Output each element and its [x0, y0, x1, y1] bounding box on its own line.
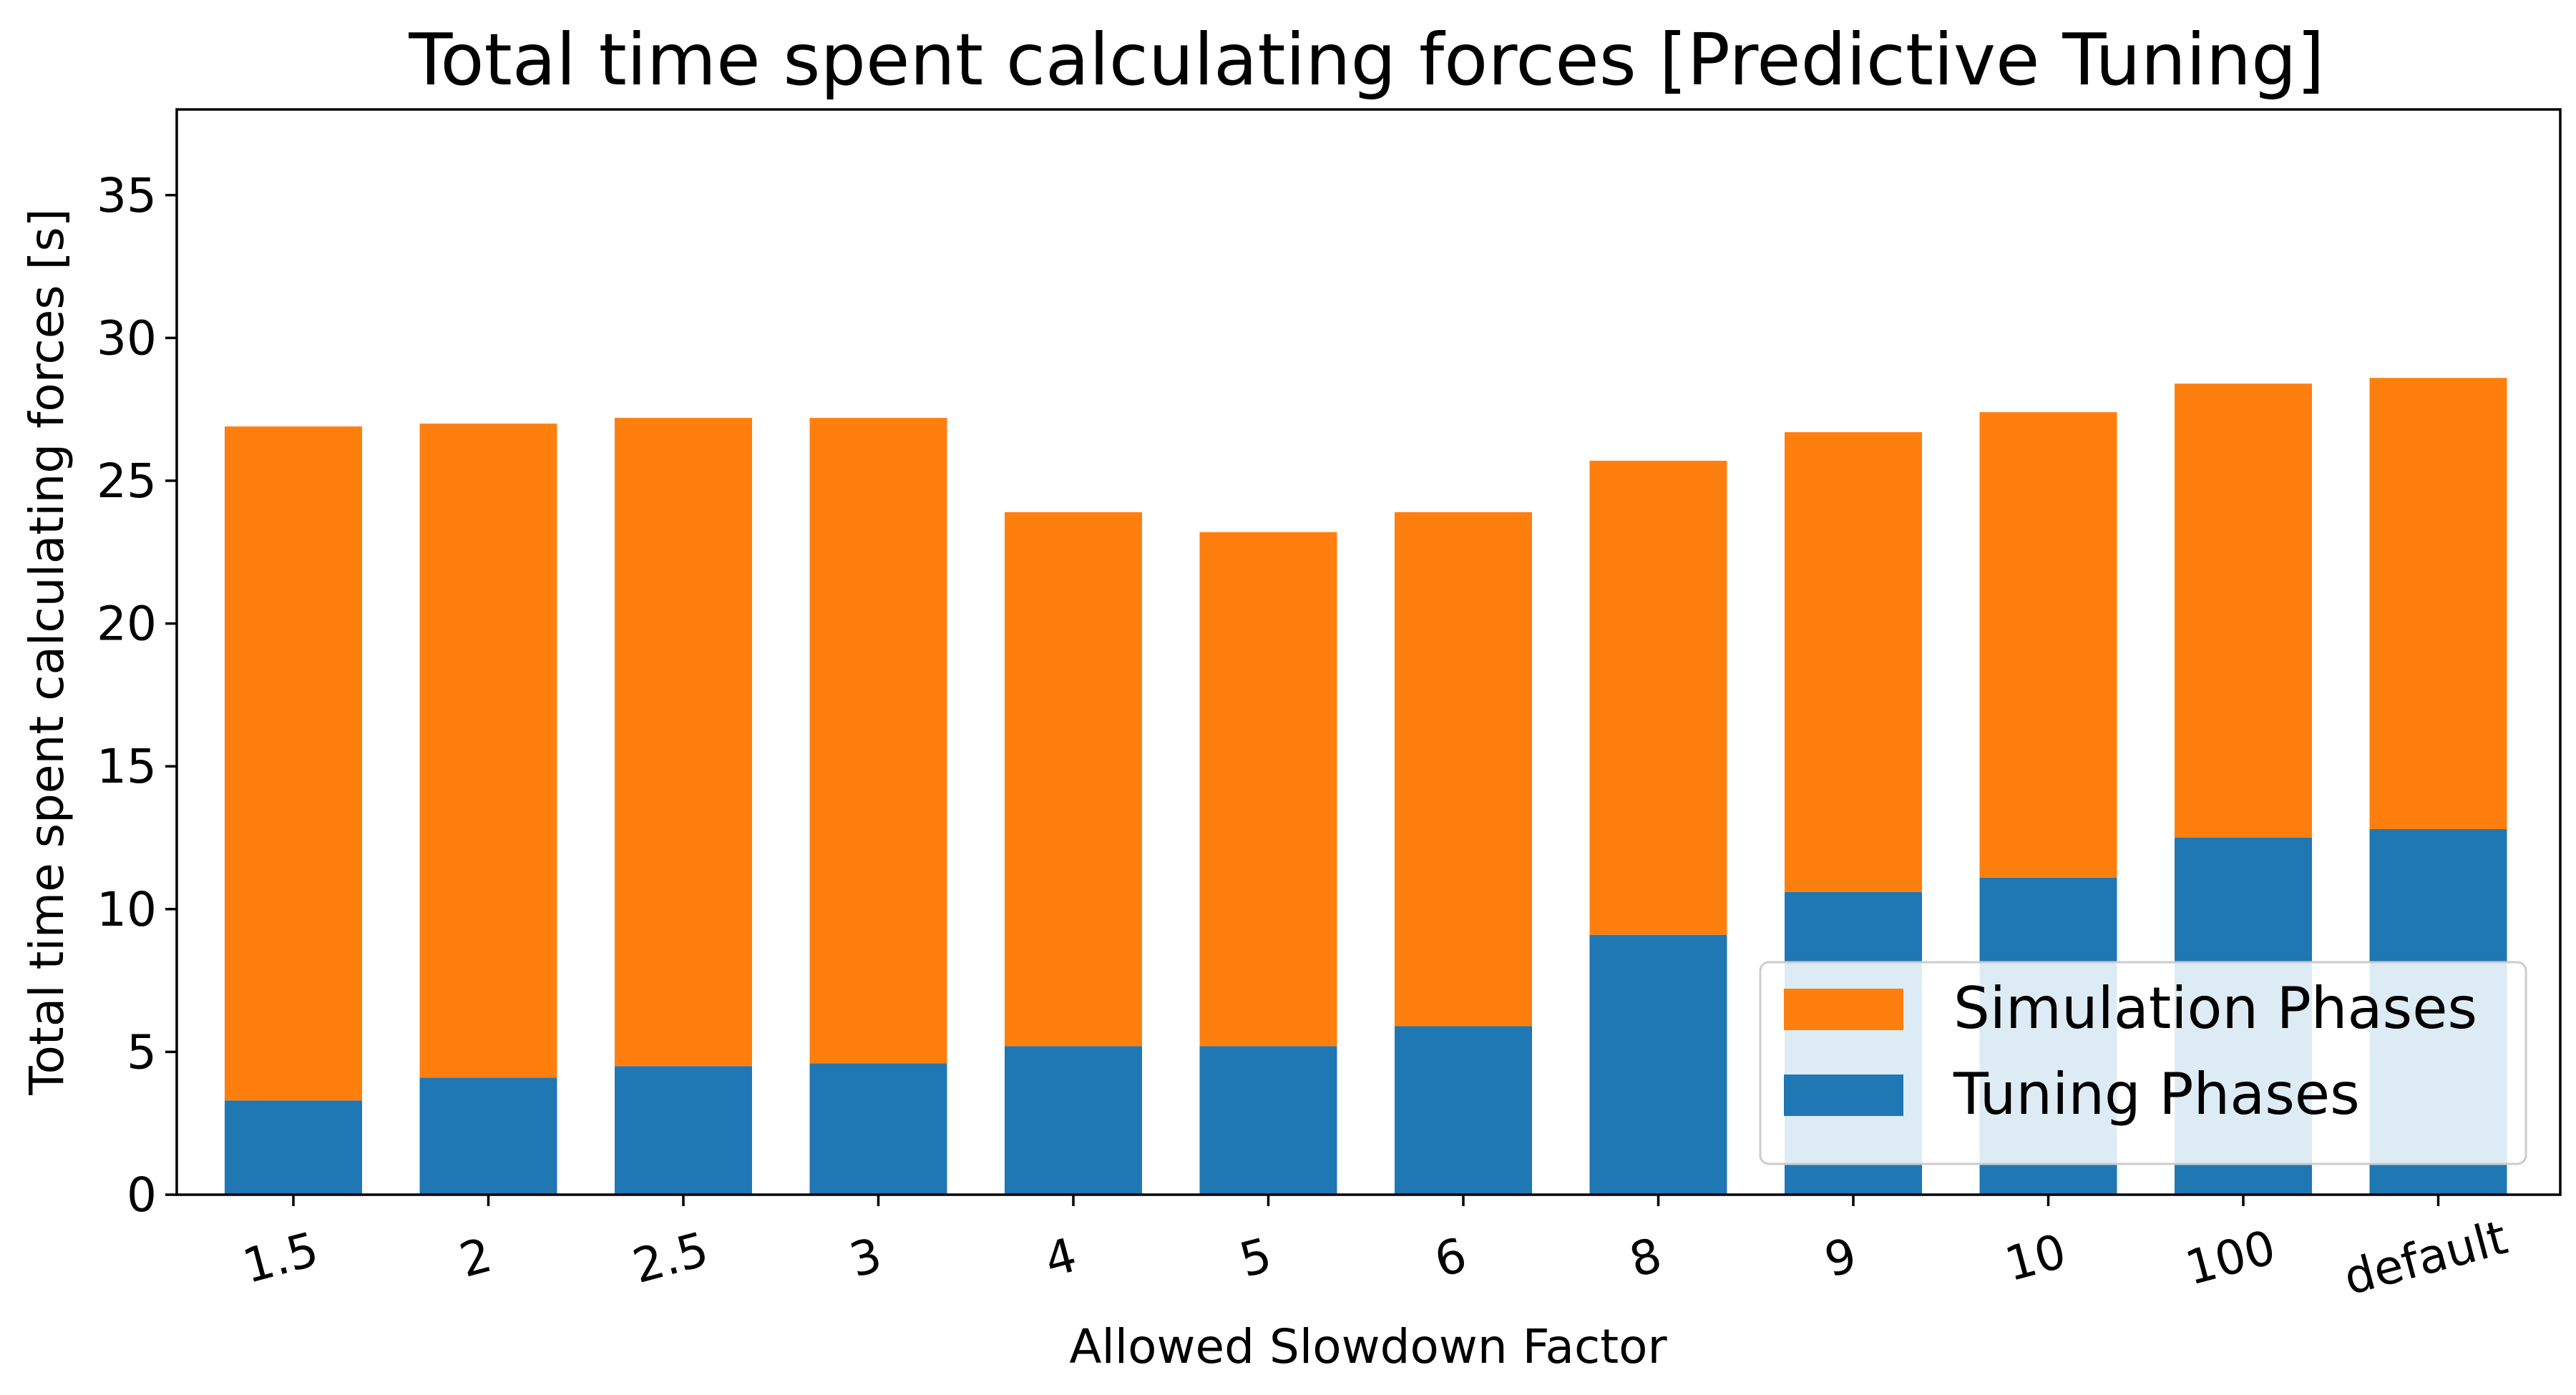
legend: Simulation Phases Tuning Phases	[1759, 961, 2527, 1165]
x-tick-label-0: 1.5	[238, 1221, 324, 1294]
bar-simulation-8	[1785, 432, 1922, 892]
y-tick-label-3: 15	[97, 739, 157, 794]
bar-simulation-0	[225, 426, 362, 1101]
bar-simulation-4	[1005, 512, 1142, 1047]
bar-simulation-2	[615, 418, 752, 1067]
legend-label-1: Tuning Phases	[1953, 1061, 2360, 1127]
legend-label-0: Simulation Phases	[1953, 975, 2477, 1042]
legend-swatch-0	[1784, 989, 1903, 1030]
x-tick-label-4: 4	[1039, 1228, 1082, 1288]
bar-tuning-5	[1199, 1046, 1337, 1195]
y-tick-label-0: 0	[127, 1168, 157, 1223]
bar-tuning-3	[809, 1063, 947, 1195]
x-axis: 1.5 2 2.5 3 4 5 6 8 9 10 100 default	[238, 1195, 2513, 1306]
chart-title: Total time spent calculating forces [Pre…	[408, 18, 2324, 102]
bar-simulation-11	[2369, 378, 2507, 830]
bar-tuning-2	[615, 1066, 752, 1195]
x-axis-label: Allowed Slowdown Factor	[1069, 1319, 1667, 1374]
bar-tuning-1	[419, 1077, 557, 1195]
x-tick-label-10: 100	[2180, 1220, 2281, 1296]
bar-tuning-4	[1005, 1046, 1142, 1195]
x-tick-label-6: 6	[1429, 1228, 1472, 1288]
x-tick-label-8: 9	[1819, 1228, 1862, 1288]
bars-group	[225, 378, 2507, 1195]
bar-simulation-9	[1979, 412, 2117, 878]
x-tick-label-7: 8	[1624, 1228, 1667, 1288]
bar-simulation-3	[809, 418, 947, 1064]
bar-simulation-10	[2175, 383, 2312, 838]
bar-simulation-5	[1199, 532, 1337, 1047]
y-tick-label-7: 35	[97, 168, 157, 223]
x-tick-label-2: 2.5	[628, 1221, 714, 1294]
bar-tuning-0	[225, 1100, 362, 1195]
x-tick-label-3: 3	[844, 1228, 887, 1288]
x-tick-label-5: 5	[1234, 1228, 1277, 1288]
bar-tuning-7	[1589, 934, 1727, 1195]
y-tick-label-6: 30	[97, 310, 157, 366]
legend-swatch-1	[1784, 1075, 1903, 1116]
x-tick-label-1: 2	[454, 1228, 497, 1288]
y-tick-label-1: 5	[127, 1024, 157, 1080]
x-tick-label-9: 10	[1999, 1223, 2072, 1292]
y-axis-label: Total time spent calculating forces [s]	[19, 208, 74, 1095]
y-tick-label-5: 25	[97, 454, 157, 509]
bar-tuning-6	[1395, 1026, 1532, 1195]
bar-simulation-1	[419, 424, 557, 1078]
y-tick-label-4: 20	[97, 597, 157, 652]
bar-simulation-6	[1395, 512, 1532, 1027]
y-tick-label-2: 10	[97, 882, 157, 937]
bar-simulation-7	[1589, 461, 1727, 935]
x-tick-label-11: default	[2338, 1210, 2513, 1306]
y-axis: 0 5 10 15 20 25 30 35	[97, 168, 177, 1223]
legend-box	[1759, 961, 2527, 1165]
plot-frame	[175, 108, 2562, 1196]
